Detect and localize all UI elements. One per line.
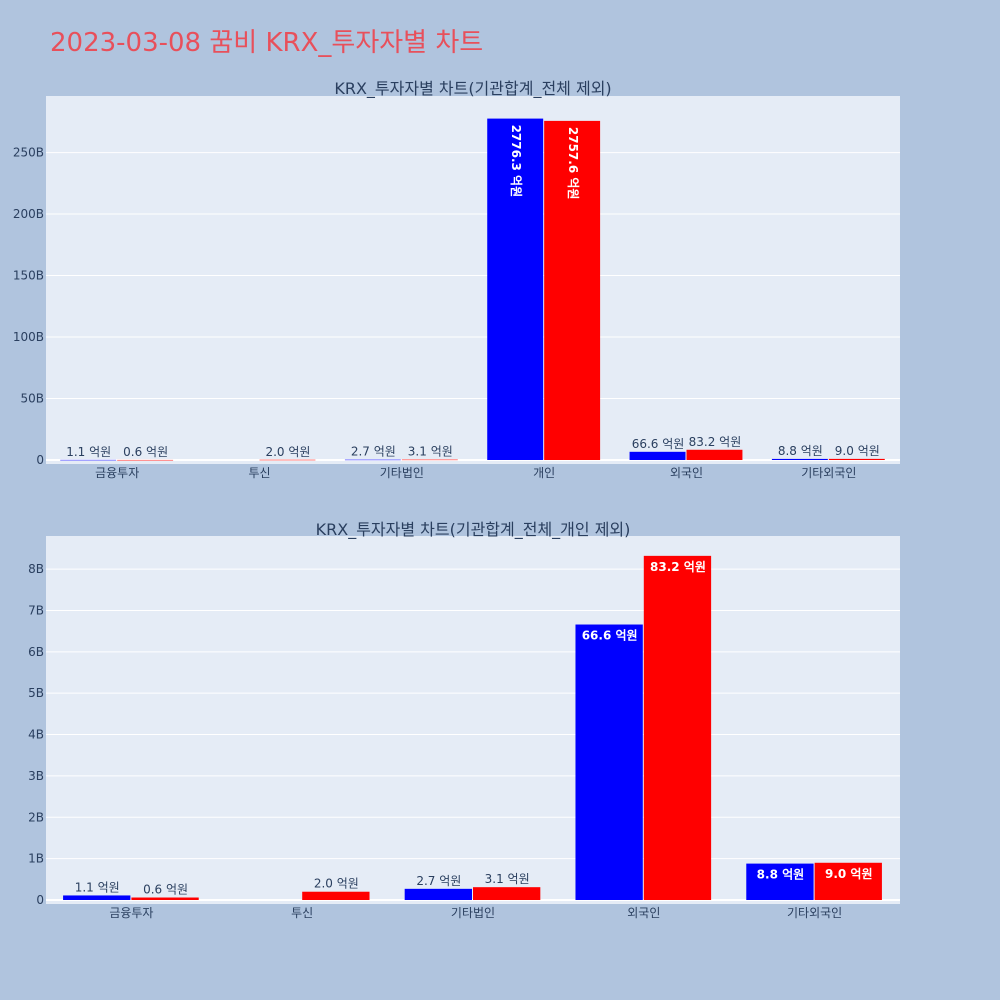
bar	[771, 458, 828, 460]
bar	[473, 887, 541, 900]
bar	[686, 449, 743, 460]
bar	[487, 118, 544, 460]
y-tick-label: 1B	[28, 852, 44, 866]
y-tick-label: 7B	[28, 603, 44, 617]
y-tick-label: 2B	[28, 810, 44, 824]
data-label: 2776.3 억원	[509, 125, 523, 198]
bar	[401, 459, 458, 461]
plot-background-1	[46, 96, 900, 464]
bar	[302, 891, 370, 900]
x-tick-label: 외국인	[627, 906, 660, 920]
bar	[643, 555, 712, 900]
data-label: 2.7 억원	[416, 874, 461, 888]
bar	[629, 451, 686, 460]
x-tick-label: 개인	[533, 466, 555, 480]
x-tick-label: 금융투자	[95, 466, 139, 480]
data-label: 0.6 억원	[123, 445, 168, 459]
data-label: 2757.6 억원	[566, 127, 580, 200]
x-tick-label: 기타법인	[380, 466, 424, 480]
data-label: 1.1 억원	[75, 880, 120, 894]
data-label: 83.2 억원	[689, 435, 742, 449]
bar	[60, 459, 117, 461]
data-label: 9.0 억원	[825, 867, 873, 881]
data-label: 2.0 억원	[314, 877, 359, 891]
bar	[344, 459, 401, 461]
y-tick-label: 200B	[13, 207, 44, 221]
bar	[575, 624, 643, 900]
bar	[117, 459, 174, 461]
data-label: 2.0 억원	[265, 445, 310, 459]
y-tick-label: 0	[36, 893, 44, 907]
y-tick-label: 5B	[28, 686, 44, 700]
data-label: 83.2 억원	[650, 560, 706, 574]
bar	[131, 897, 199, 900]
x-tick-label: 기타외국인	[801, 466, 856, 480]
data-label: 3.1 억원	[408, 445, 453, 459]
x-tick-label: 외국인	[670, 466, 703, 480]
x-tick-label: 금융투자	[109, 906, 153, 920]
y-tick-label: 8B	[28, 562, 44, 576]
x-tick-label: 기타외국인	[787, 906, 842, 920]
y-tick-label: 150B	[13, 269, 44, 283]
data-label: 8.8 억원	[757, 868, 805, 882]
data-label: 2.7 억원	[351, 445, 396, 459]
bar	[746, 863, 814, 900]
y-tick-label: 50B	[20, 392, 44, 406]
bar	[828, 458, 885, 460]
x-tick-label: 기타법인	[451, 906, 495, 920]
data-label: 0.6 억원	[143, 883, 188, 897]
subplot-title-2: KRX_투자자별 차트(기관합계_전체_개인 제외)	[316, 520, 631, 540]
bar	[544, 120, 601, 460]
bar	[259, 459, 316, 461]
plot-background-2	[46, 536, 900, 904]
y-tick-label: 250B	[13, 146, 44, 160]
data-label: 1.1 억원	[66, 445, 111, 459]
data-label: 66.6 억원	[632, 437, 685, 451]
page-title: 2023-03-08 꿈비 KRX_투자자별 차트	[50, 28, 484, 58]
subplot-title-1: KRX_투자자별 차트(기관합계_전체 제외)	[334, 79, 611, 99]
y-tick-label: 0	[36, 453, 44, 467]
bar	[63, 895, 131, 900]
y-tick-label: 100B	[13, 330, 44, 344]
data-label: 3.1 억원	[485, 872, 530, 886]
bar	[814, 862, 882, 900]
y-tick-label: 6B	[28, 645, 44, 659]
data-label: 66.6 억원	[582, 629, 638, 643]
x-tick-label: 투신	[291, 906, 313, 920]
y-tick-label: 4B	[28, 728, 44, 742]
x-tick-label: 투신	[248, 466, 270, 480]
y-tick-label: 3B	[28, 769, 44, 783]
bar	[404, 888, 472, 900]
data-label: 8.8 억원	[778, 444, 823, 458]
data-label: 9.0 억원	[835, 444, 880, 458]
